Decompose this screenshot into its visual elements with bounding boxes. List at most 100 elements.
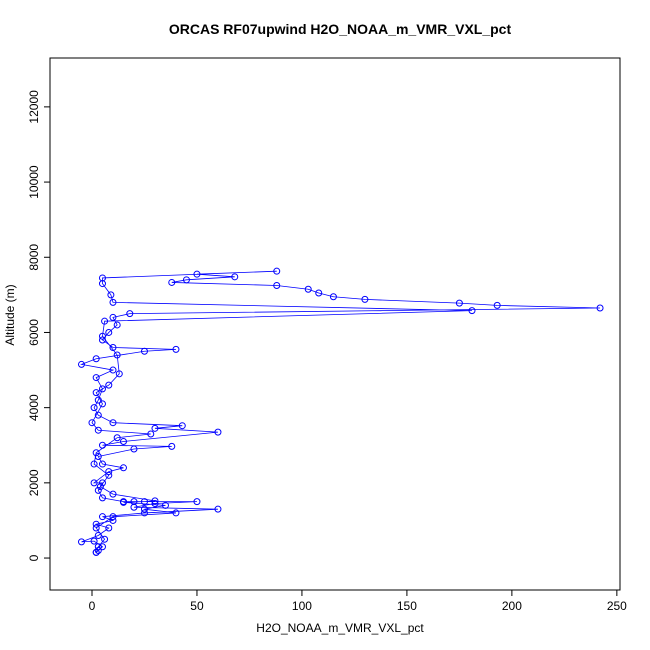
plot-frame xyxy=(49,57,621,591)
data-point xyxy=(172,345,180,353)
data-point xyxy=(151,497,159,505)
data-point xyxy=(96,483,104,491)
data-point xyxy=(193,270,201,278)
data-point xyxy=(119,464,127,472)
x-tick-label: 200 xyxy=(502,599,522,613)
data-point xyxy=(109,516,117,524)
data-point xyxy=(468,307,476,315)
data-point xyxy=(178,422,186,430)
data-point xyxy=(109,419,117,427)
data-point xyxy=(90,404,98,412)
data-point xyxy=(92,548,100,556)
data-point xyxy=(98,280,106,288)
data-point xyxy=(98,332,106,340)
data-point xyxy=(455,299,463,307)
data-point xyxy=(140,505,148,513)
data-point xyxy=(113,321,121,329)
y-tick-label: 0 xyxy=(27,554,41,561)
data-point xyxy=(119,437,127,445)
data-point xyxy=(273,281,281,289)
data-line xyxy=(80,270,601,553)
y-tick-label: 10000 xyxy=(27,165,41,199)
data-point xyxy=(361,295,369,303)
y-tick-label: 4000 xyxy=(27,394,41,421)
data-point xyxy=(98,400,106,408)
data-point xyxy=(231,273,239,281)
data-point xyxy=(94,411,102,419)
data-point xyxy=(92,524,100,532)
data-point xyxy=(214,505,222,513)
data-point xyxy=(140,498,148,506)
data-point xyxy=(98,494,106,502)
data-point xyxy=(94,531,102,539)
data-point xyxy=(98,385,106,393)
data-point xyxy=(98,336,106,344)
data-point xyxy=(193,498,201,506)
data-point xyxy=(92,389,100,397)
data-point xyxy=(113,351,121,359)
data-point xyxy=(151,424,159,432)
data-point xyxy=(98,479,106,487)
data-point xyxy=(130,445,138,453)
x-tick-label: 50 xyxy=(190,599,204,613)
data-point xyxy=(596,304,604,312)
chart-title: ORCAS RF07upwind H2O_NOAA_m_VMR_VXL_pct xyxy=(169,21,512,37)
data-point xyxy=(98,460,106,468)
data-point xyxy=(92,520,100,528)
data-point xyxy=(92,355,100,363)
data-point xyxy=(105,524,113,532)
data-point xyxy=(113,434,121,442)
x-tick-label: 0 xyxy=(89,599,96,613)
data-point xyxy=(109,343,117,351)
data-point xyxy=(94,396,102,404)
data-point xyxy=(126,310,134,318)
data-point xyxy=(130,498,138,506)
x-tick-label: 250 xyxy=(607,599,627,613)
data-point xyxy=(105,328,113,336)
data-point xyxy=(109,366,117,374)
data-point xyxy=(109,313,117,321)
data-point xyxy=(90,537,98,545)
data-point xyxy=(140,347,148,355)
data-point xyxy=(109,513,117,521)
x-tick-label: 150 xyxy=(397,599,417,613)
data-point xyxy=(109,298,117,306)
data-point xyxy=(151,500,159,508)
data-point xyxy=(98,513,106,521)
data-point xyxy=(214,428,222,436)
data-point xyxy=(182,276,190,284)
x-axis-label: H2O_NOAA_m_VMR_VXL_pct xyxy=(256,621,424,635)
data-point xyxy=(90,479,98,487)
data-point xyxy=(147,430,155,438)
data-point xyxy=(140,509,148,517)
data-point xyxy=(92,449,100,457)
data-point xyxy=(329,293,337,301)
data-point xyxy=(92,374,100,382)
data-point xyxy=(94,486,102,494)
data-point xyxy=(101,317,109,325)
data-point xyxy=(315,289,323,297)
data-point xyxy=(493,301,501,309)
data-point xyxy=(105,471,113,479)
data-point xyxy=(77,360,85,368)
data-point xyxy=(304,285,312,293)
data-point xyxy=(98,441,106,449)
x-tick-label: 100 xyxy=(292,599,312,613)
data-point xyxy=(77,538,85,546)
data-point xyxy=(119,498,127,506)
data-point xyxy=(115,370,123,378)
data-point xyxy=(172,509,180,517)
data-point xyxy=(273,267,281,275)
data-point xyxy=(168,442,176,450)
data-point xyxy=(88,419,96,427)
data-point xyxy=(105,381,113,389)
y-tick-label: 12000 xyxy=(27,90,41,124)
data-point xyxy=(109,490,117,498)
data-point xyxy=(105,468,113,476)
data-point xyxy=(107,291,115,299)
y-tick-label: 6000 xyxy=(27,319,41,346)
data-point xyxy=(94,426,102,434)
data-point xyxy=(101,535,109,543)
y-axis-label: Altitude (m) xyxy=(3,284,17,345)
